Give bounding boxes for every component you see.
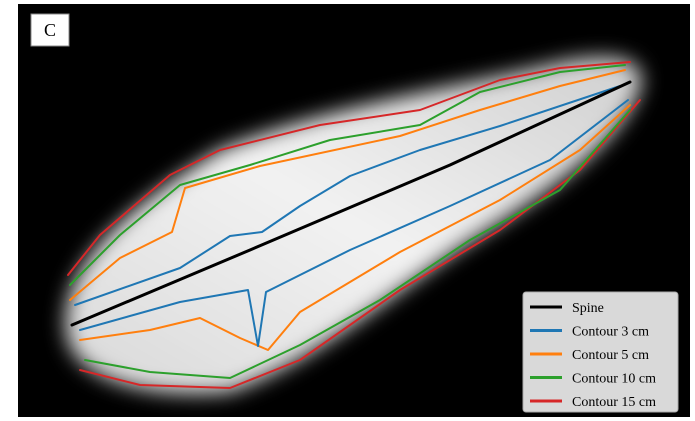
page: C Spine Contour 3 cm Contour 5 cm Contour 1… <box>0 0 695 421</box>
legend-label: Spine <box>572 301 604 316</box>
panel-label: C <box>44 20 56 40</box>
figure: C Spine Contour 3 cm Contour 5 cm Contour 1… <box>0 0 695 421</box>
legend-label: Contour 15 cm <box>572 395 656 410</box>
legend-label: Contour 5 cm <box>572 348 649 363</box>
legend-label: Contour 10 cm <box>572 372 656 387</box>
legend-label: Contour 3 cm <box>572 325 649 340</box>
